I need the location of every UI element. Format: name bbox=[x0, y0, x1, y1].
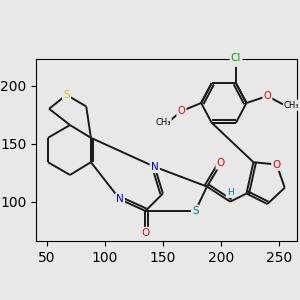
Text: H: H bbox=[227, 188, 234, 197]
Text: N: N bbox=[116, 194, 124, 204]
Text: O: O bbox=[217, 158, 225, 168]
Text: S: S bbox=[63, 90, 70, 100]
Text: CH₃: CH₃ bbox=[155, 118, 171, 127]
Text: O: O bbox=[141, 228, 150, 238]
Text: O: O bbox=[178, 106, 185, 116]
Text: CH₃: CH₃ bbox=[284, 101, 299, 110]
Text: Cl: Cl bbox=[231, 53, 241, 63]
Text: O: O bbox=[263, 91, 271, 101]
Text: O: O bbox=[272, 160, 281, 170]
Text: S: S bbox=[192, 206, 199, 216]
Text: N: N bbox=[151, 162, 159, 172]
